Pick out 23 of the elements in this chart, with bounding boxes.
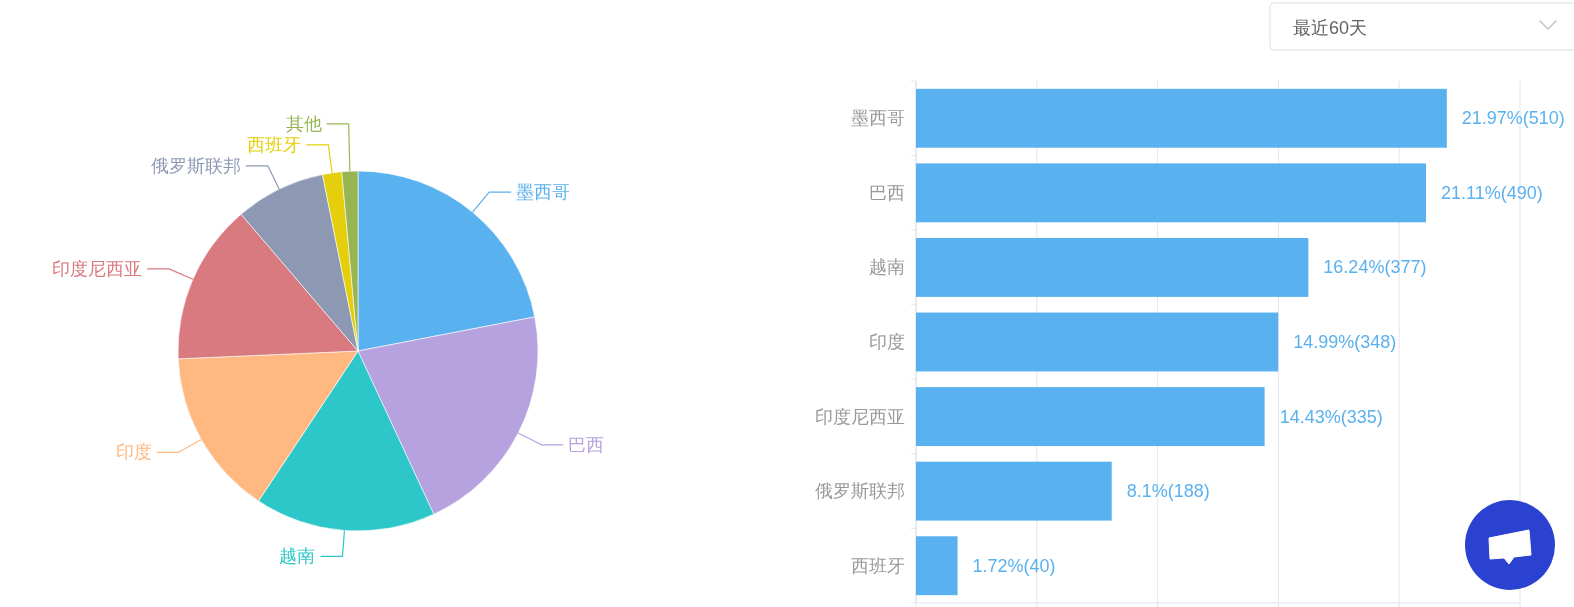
slice-label: 印度尼西亚 — [52, 258, 143, 279]
slice-label: 墨西哥 — [516, 182, 571, 203]
y-tick-label: 墨西哥 — [851, 108, 905, 129]
slice-label: 西班牙 — [247, 134, 302, 155]
slice-label: 越南 — [279, 546, 316, 567]
y-tick-label: 印度尼西亚 — [815, 406, 905, 427]
data-label: 14.99%(348) — [1293, 332, 1397, 352]
y-tick-label: 越南 — [869, 257, 905, 278]
data-label: 16.24%(377) — [1323, 257, 1427, 278]
dropdown: 最近60天 — [1269, 2, 1574, 51]
slice-label: 巴西 — [568, 434, 605, 455]
slice-label: 其他 — [285, 113, 322, 134]
data-label: 1.72%(40) — [972, 555, 1056, 576]
data-label: 8.1%(188) — [1126, 481, 1210, 502]
slice-label: 俄罗斯联邦 — [150, 155, 241, 176]
slice-label: 印度 — [115, 442, 152, 463]
y-tick-label: 俄罗斯联邦 — [815, 481, 905, 502]
data-label: 21.97%(510) — [1461, 108, 1565, 129]
y-tick-label: 西班牙 — [851, 555, 905, 576]
y-tick-label: 印度 — [869, 332, 905, 352]
data-label: 14.43%(335) — [1279, 406, 1383, 427]
data-label: 21.11%(490) — [1441, 182, 1543, 203]
y-tick-label: 巴西 — [869, 182, 905, 203]
